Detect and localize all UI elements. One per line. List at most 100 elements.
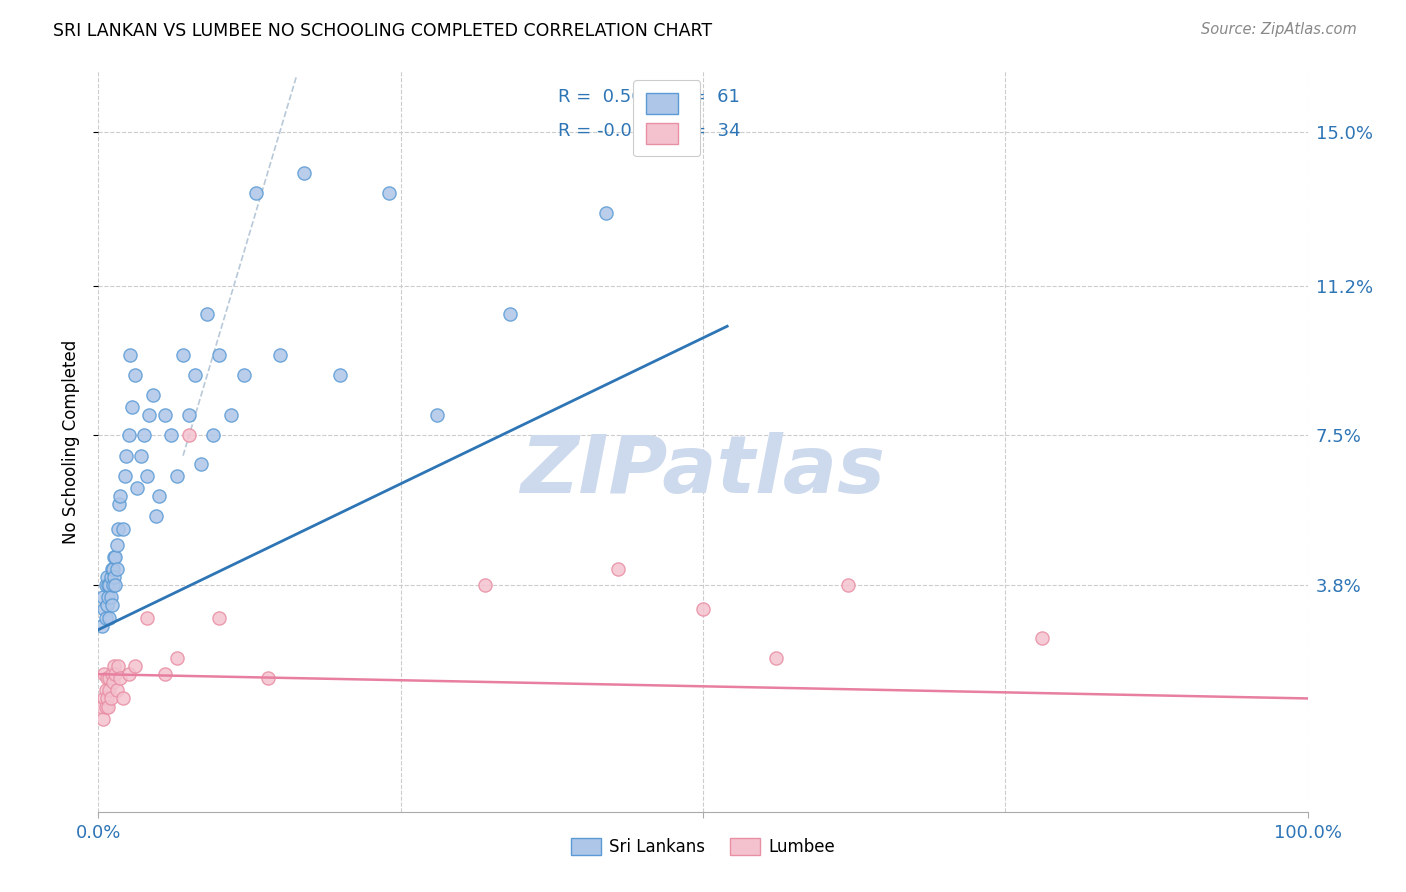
Point (160, 428, 183, 442)
Point (100, 591, 122, 605)
Point (98, 610, 121, 624)
Point (98, 683, 121, 698)
Point (104, 578, 127, 592)
Point (121, 400, 143, 414)
Point (153, 667, 176, 681)
Point (91, 699, 114, 714)
Y-axis label: No Schooling Completed: No Schooling Completed (62, 340, 80, 543)
Point (101, 675, 124, 690)
Point (101, 562, 124, 576)
Point (148, 489, 170, 503)
Point (190, 457, 212, 471)
Point (153, 409, 176, 423)
Point (107, 522, 129, 536)
Point (96, 570, 118, 584)
Point (135, 610, 157, 624)
Text: ZIPatlas: ZIPatlas (520, 432, 886, 510)
Point (115, 449, 138, 463)
Point (98, 671, 121, 685)
Point (124, 659, 146, 673)
Point (108, 489, 131, 503)
Point (97, 578, 120, 592)
Point (91, 591, 114, 605)
Point (114, 469, 136, 483)
Text: R =  0.562   N =  61: R = 0.562 N = 61 (558, 88, 740, 106)
Point (118, 428, 141, 442)
Point (208, 347, 231, 361)
Text: SRI LANKAN VS LUMBEE NO SCHOOLING COMPLETED CORRELATION CHART: SRI LANKAN VS LUMBEE NO SCHOOLING COMPLE… (53, 22, 713, 40)
Point (118, 667, 141, 681)
Point (100, 562, 122, 576)
Point (292, 165, 315, 179)
Point (91, 712, 114, 726)
Point (329, 368, 352, 382)
Point (135, 469, 157, 483)
Point (269, 347, 291, 361)
Point (108, 497, 131, 511)
Point (104, 667, 127, 681)
Point (138, 409, 160, 423)
Point (221, 409, 243, 423)
Point (179, 409, 201, 423)
Point (377, 186, 399, 200)
Point (118, 347, 141, 361)
Point (166, 469, 188, 483)
Point (100, 667, 122, 681)
Point (595, 206, 617, 220)
Point (93, 667, 115, 681)
Point (94, 610, 117, 624)
Point (103, 570, 125, 584)
Point (837, 578, 859, 592)
Point (498, 307, 520, 321)
Point (107, 659, 129, 673)
Point (93, 691, 115, 706)
Point (105, 562, 128, 576)
Point (98, 578, 121, 592)
Point (256, 671, 278, 685)
Point (105, 683, 128, 698)
Point (96, 671, 118, 685)
Point (100, 691, 122, 706)
Point (245, 186, 267, 200)
Point (179, 428, 201, 442)
Text: R = -0.069   N =  34: R = -0.069 N = 34 (558, 121, 741, 139)
Point (104, 549, 127, 564)
Point (202, 428, 225, 442)
Point (94, 683, 117, 698)
Point (692, 602, 714, 616)
Point (105, 538, 128, 552)
Point (111, 691, 134, 706)
Point (93, 602, 115, 616)
Point (124, 368, 146, 382)
Point (108, 671, 131, 685)
Point (208, 610, 231, 624)
Point (232, 368, 254, 382)
Point (474, 578, 496, 592)
Point (142, 388, 165, 402)
Text: Source: ZipAtlas.com: Source: ZipAtlas.com (1201, 22, 1357, 37)
Point (129, 449, 152, 463)
Point (100, 599, 122, 613)
Point (94, 699, 117, 714)
Point (195, 307, 218, 321)
Point (426, 409, 449, 423)
Point (101, 578, 124, 592)
Point (91, 618, 114, 632)
Legend: Sri Lankans, Lumbee: Sri Lankans, Lumbee (564, 831, 842, 863)
Point (100, 570, 122, 584)
Point (103, 659, 125, 673)
Point (765, 651, 787, 665)
Point (1031, 631, 1053, 645)
Point (103, 549, 125, 564)
Point (172, 347, 194, 361)
Point (184, 368, 207, 382)
Point (134, 428, 156, 442)
Point (96, 691, 118, 706)
Point (145, 509, 167, 524)
Point (94, 578, 117, 592)
Point (166, 651, 188, 665)
Point (607, 562, 630, 576)
Point (97, 699, 120, 714)
Point (96, 599, 118, 613)
Point (127, 481, 149, 495)
